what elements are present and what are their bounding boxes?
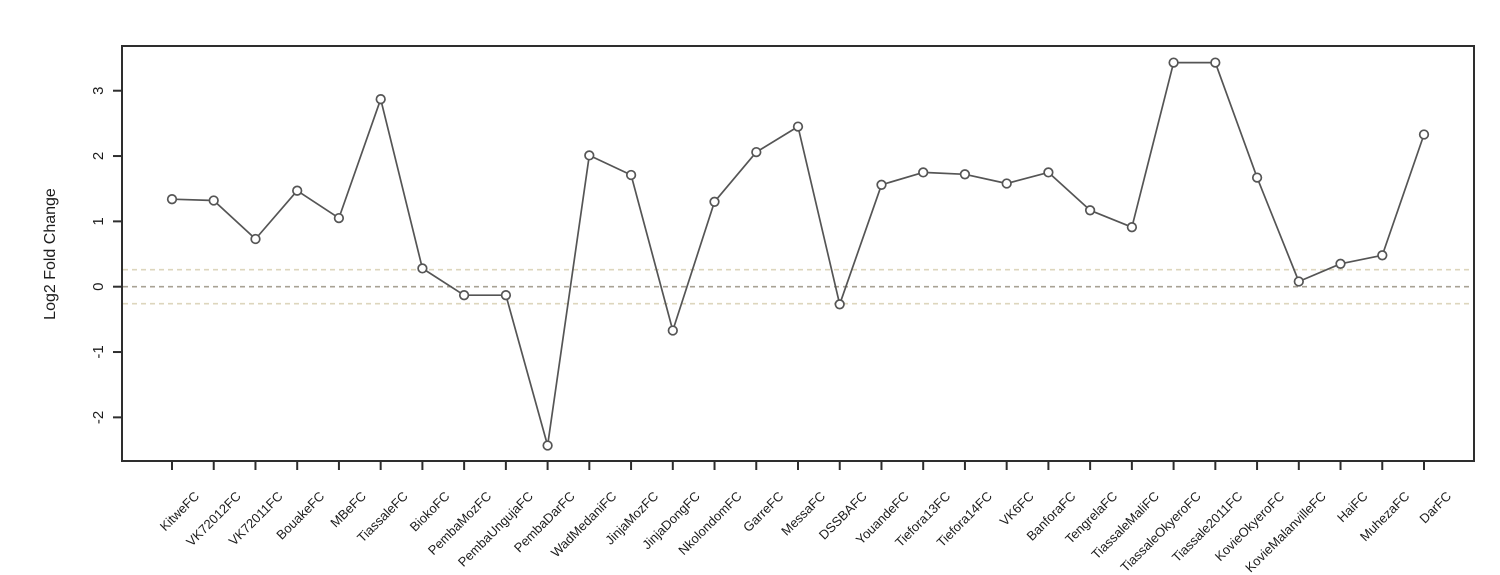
data-point-Tiassale2011FC <box>1210 57 1221 68</box>
data-point-TengrelaFC <box>1084 205 1096 216</box>
data-point-DSSBAFC <box>834 299 845 310</box>
y-tick-label-3: 3 <box>90 87 107 95</box>
y-tick-label-1: 1 <box>90 217 107 225</box>
data-point-VK72012FC <box>208 195 219 206</box>
data-point-Tiefora14FC <box>959 169 971 180</box>
x-tick-label-KovieMalanvilleFC: KovieMalanvilleFC <box>1242 489 1329 575</box>
plot-box <box>121 45 1475 462</box>
data-point-KitweFC <box>166 194 178 205</box>
x-tick-label-HaiFC: HaiFC <box>1334 489 1371 526</box>
data-point-PembaDarFC <box>542 440 553 451</box>
y-axis-title: Log2 Fold Change <box>42 188 59 320</box>
plot-border <box>121 45 1475 462</box>
reference-lines <box>123 268 1473 305</box>
series-line <box>171 61 1425 447</box>
data-point-VK72011FC <box>250 233 261 245</box>
data-point-KovieMalanvilleFC <box>1293 276 1304 287</box>
data-point-KovieOkyeroFC <box>1251 172 1263 183</box>
data-series <box>166 57 1430 451</box>
data-point-MBeFC <box>333 212 345 224</box>
data-point-NkolondomFC <box>709 196 720 207</box>
data-point-TiassaleOkyeroFC <box>1168 57 1179 68</box>
y-axis: -2 -1 0 1 2 3 <box>90 87 122 424</box>
data-point-MessaFC <box>792 121 804 132</box>
data-point-BouakeFC <box>292 185 303 196</box>
data-point-GarreFC <box>751 146 762 158</box>
x-tick-label-VK6FC: VK6FC <box>997 489 1037 529</box>
data-point-PembaUngujaFC <box>500 290 512 301</box>
data-point-Tiefora13FC <box>918 167 929 178</box>
y-tick-label--1: -1 <box>90 345 107 358</box>
data-point-YouandeFC <box>876 179 887 190</box>
data-point-TiassaleFC <box>375 94 386 105</box>
data-point-JinjaMozFC <box>625 169 637 181</box>
x-tick-label-MBeFC: MBeFC <box>327 489 369 531</box>
data-point-MuhezaFC <box>1377 250 1388 261</box>
y-tick-label--2: -2 <box>90 411 107 424</box>
data-point-BanforaFC <box>1043 167 1054 178</box>
data-point-BiokoFC <box>417 263 428 274</box>
y-tick-label-2: 2 <box>90 152 107 160</box>
x-tick-label-PembaUngujaFC: PembaUngujaFC <box>455 489 536 570</box>
data-point-DarFC <box>1418 129 1430 140</box>
data-point-JinjaDongFC <box>667 325 678 336</box>
data-point-PembaMozFC <box>458 290 470 301</box>
data-point-WadMedaniFC <box>584 150 595 161</box>
data-point-VK6FC <box>1001 178 1012 189</box>
data-point-HaiFC <box>1335 258 1346 269</box>
x-tick-label-DarFC: DarFC <box>1416 489 1454 527</box>
y-tick-label-0: 0 <box>90 283 107 291</box>
data-point-TiassaleMaliFC <box>1126 222 1138 233</box>
